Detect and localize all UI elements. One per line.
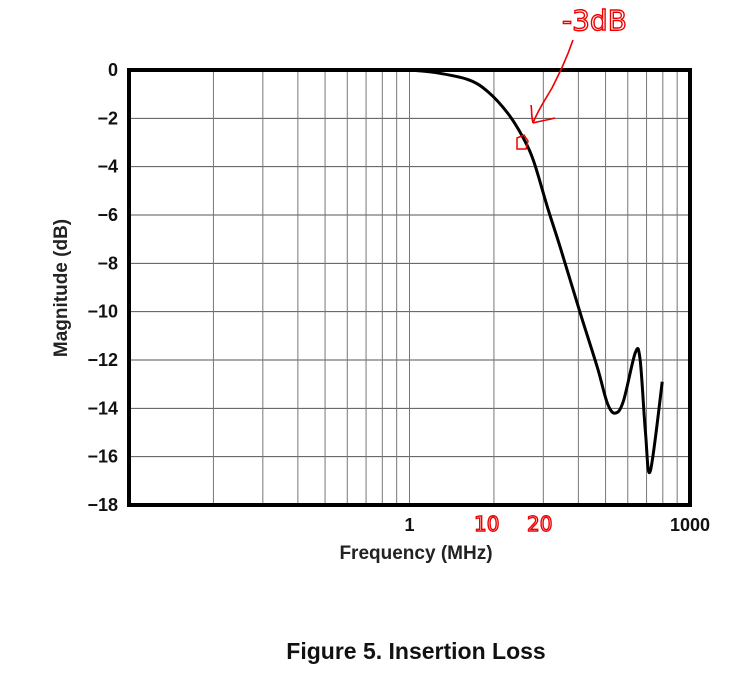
y-tick-label: −16 xyxy=(87,447,118,467)
y-tick-label: −4 xyxy=(97,157,118,177)
annotation-arrow xyxy=(530,39,574,124)
figure-caption: Figure 5. Insertion Loss xyxy=(286,638,545,664)
y-tick-label: −6 xyxy=(97,205,118,225)
y-tick-label: −14 xyxy=(87,398,118,418)
x-tick-label: 1000 xyxy=(670,515,710,535)
handwritten-annotations: -3dB 10 20 xyxy=(473,3,627,536)
y-tick-label: 0 xyxy=(108,60,118,80)
annotation-marker xyxy=(516,134,529,150)
annotation-tick-10: 10 xyxy=(474,512,499,536)
x-tick-labels: 1 1000 xyxy=(404,515,710,535)
y-axis-label: Magnitude (dB) xyxy=(51,219,72,357)
y-tick-label: −10 xyxy=(87,302,118,322)
y-tick-label: −2 xyxy=(97,108,118,128)
series-line xyxy=(409,68,664,475)
x-axis-label: Frequency (MHz) xyxy=(339,543,492,564)
x-tick-label: 1 xyxy=(404,515,414,535)
grid-lines xyxy=(128,69,691,506)
y-tick-label: −8 xyxy=(97,253,118,273)
plot-border xyxy=(127,68,692,507)
annotation-3db: -3dB xyxy=(562,4,627,37)
y-tick-labels: 0 −2 −4 −6 −8 −10 −12 −14 −16 −18 xyxy=(87,60,118,515)
y-tick-label: −12 xyxy=(87,350,118,370)
y-tick-label: −18 xyxy=(87,495,118,515)
annotation-tick-20: 20 xyxy=(527,512,552,536)
